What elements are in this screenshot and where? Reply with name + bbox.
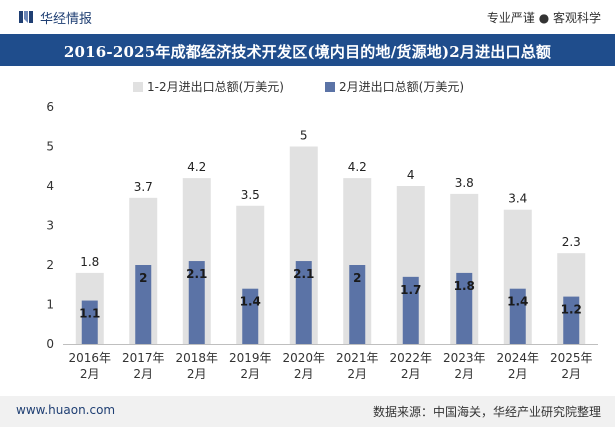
data-label-total: 1.8 <box>80 255 99 269</box>
x-tick-label: 2025年 2月 <box>550 351 593 381</box>
data-label-feb: 2 <box>353 271 361 285</box>
y-axis: 0 1 2 3 4 5 6 <box>46 100 54 351</box>
x-tick-label: 2021年 2月 <box>336 351 379 381</box>
bars: 1.8 1.1 3.7 2 4.2 2.1 3.5 1.4 5 2.1 4.2 2 4 1.7 3.8 1.8… <box>75 129 586 344</box>
y-tick-label: 5 <box>46 140 54 154</box>
x-axis: 2016年 2月 2017年 2月 2018年 2月 2019年 2月 2020年 2月 2021年… <box>63 344 598 381</box>
data-label-feb: 2.1 <box>186 267 207 281</box>
y-tick-label: 1 <box>46 298 54 312</box>
data-label-total: 3.8 <box>455 176 474 190</box>
data-label-feb: 1.8 <box>454 279 475 293</box>
bar-feb <box>188 261 205 344</box>
y-tick-label: 4 <box>46 179 54 193</box>
data-label-feb: 2.1 <box>293 267 314 281</box>
bar-feb <box>135 265 152 344</box>
bar-feb <box>456 272 473 344</box>
brand-name: 华经情报 <box>40 12 93 27</box>
data-label-total: 5 <box>300 129 308 143</box>
data-label-total: 4.2 <box>187 160 206 174</box>
data-label-total: 3.4 <box>508 192 527 206</box>
tagline: 专业严谨 ● 客观科学 <box>486 11 601 25</box>
data-label-feb: 1.4 <box>507 295 528 309</box>
x-tick-label: 2018年 2月 <box>175 351 218 381</box>
brand-logo-icon <box>19 11 33 23</box>
bar-feb <box>509 288 526 344</box>
y-tick-label: 2 <box>46 258 54 272</box>
bar-feb <box>563 296 580 344</box>
data-label-feb: 1.4 <box>240 295 261 309</box>
footer-source: 数据来源：中国海关，华经产业研究院整理 <box>372 405 601 419</box>
x-tick-label: 2022年 2月 <box>389 351 432 381</box>
footer-website: www.huaon.com <box>16 403 116 417</box>
x-tick-label: 2024年 2月 <box>496 351 539 381</box>
bar-feb <box>242 288 259 344</box>
data-label-feb: 1.7 <box>400 283 421 297</box>
legend-item-feb-label: 2月进出口总额(万美元) <box>339 80 464 94</box>
x-tick-label: 2016年 2月 <box>68 351 111 381</box>
x-tick-label: 2017年 2月 <box>122 351 165 381</box>
data-label-total: 2.3 <box>562 235 581 249</box>
y-tick-label: 0 <box>46 337 54 351</box>
legend-item-total-label: 1-2月进出口总额(万美元) <box>147 80 284 94</box>
bar-feb <box>349 265 366 344</box>
bar-feb <box>81 300 98 344</box>
data-label-feb: 1.1 <box>79 307 100 321</box>
chart-legend: 1-2月进出口总额(万美元) 2月进出口总额(万美元) <box>133 80 464 94</box>
data-label-feb: 1.2 <box>561 303 582 317</box>
data-label-total: 3.5 <box>241 188 260 202</box>
y-tick-label: 6 <box>46 100 54 114</box>
footer: www.huaon.com 数据来源：中国海关，华经产业研究院整理 <box>0 396 615 427</box>
y-tick-label: 3 <box>46 219 54 233</box>
data-label-total: 4 <box>407 168 415 182</box>
legend-item-feb-swatch <box>325 82 335 92</box>
legend-item-total-swatch <box>133 82 143 92</box>
top-bar: 华经情报 专业严谨 ● 客观科学 <box>0 0 615 34</box>
chart-title: 2016-2025年成都经济技术开发区(境内目的地/货源地)2月进出口总额 <box>63 43 552 61</box>
data-label-total: 3.7 <box>134 180 153 194</box>
bar-feb <box>295 261 312 344</box>
x-tick-label: 2020年 2月 <box>282 351 325 381</box>
title-bar: 2016-2025年成都经济技术开发区(境内目的地/货源地)2月进出口总额 <box>0 34 615 66</box>
bar-feb <box>402 276 419 344</box>
x-tick-label: 2019年 2月 <box>229 351 272 381</box>
data-label-feb: 2 <box>139 271 147 285</box>
x-tick-label: 2023年 2月 <box>443 351 486 381</box>
data-label-total: 4.2 <box>348 160 367 174</box>
